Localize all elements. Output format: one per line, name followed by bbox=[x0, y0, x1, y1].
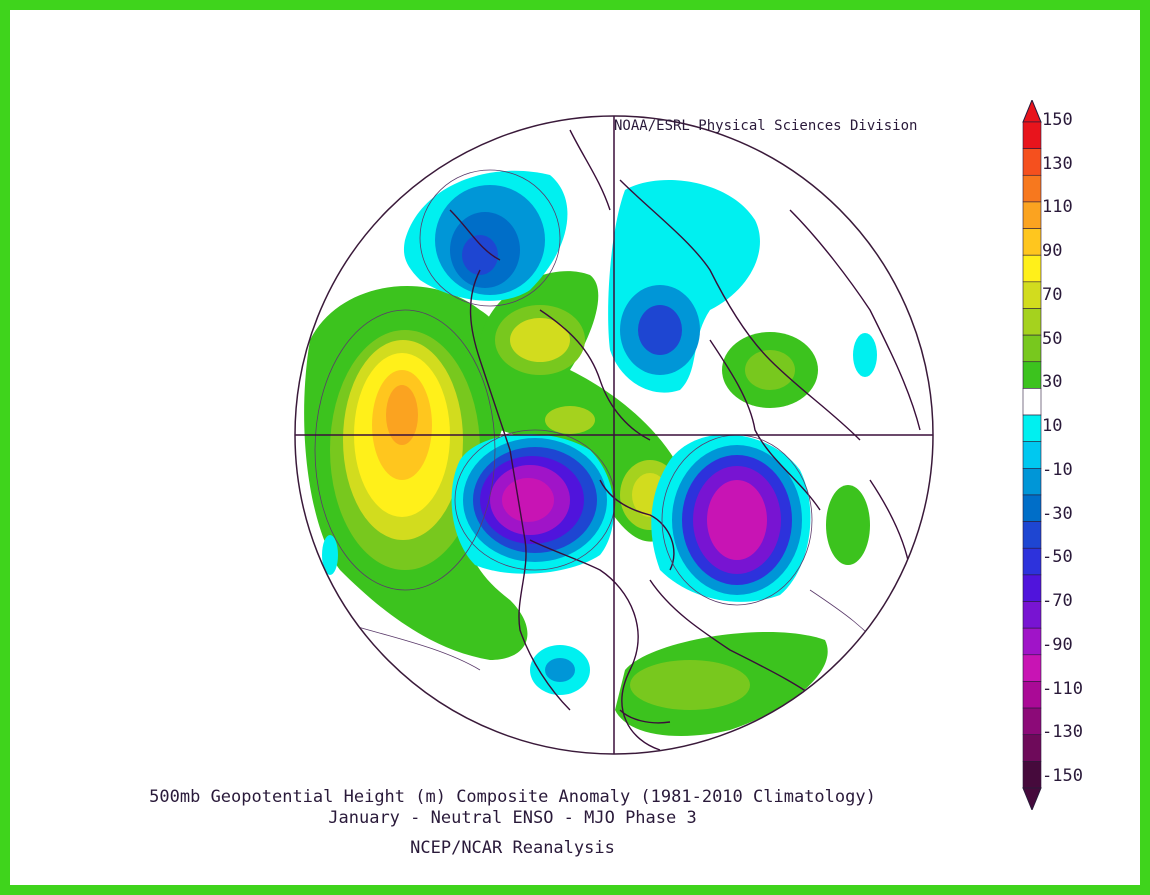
colorbar-tick-label: 10 bbox=[1042, 416, 1063, 437]
anomaly-arctic-low bbox=[608, 180, 760, 393]
colorbar-min-arrow bbox=[1022, 787, 1042, 810]
colorbar-tick-label: -110 bbox=[1042, 678, 1083, 699]
colorbar-tick-label: -130 bbox=[1042, 722, 1083, 743]
colorbar-swatch bbox=[1022, 174, 1042, 203]
colorbar bbox=[1022, 100, 1042, 810]
colorbar-swatch bbox=[1022, 201, 1042, 229]
colorbar-swatch bbox=[1022, 654, 1042, 682]
polar-map bbox=[294, 115, 934, 755]
colorbar-swatch bbox=[1022, 388, 1042, 416]
colorbar-swatch bbox=[1022, 681, 1042, 709]
coastlines bbox=[449, 129, 921, 751]
credit-text: NOAA/ESRL Physical Sciences Division bbox=[614, 118, 918, 134]
map-content bbox=[295, 116, 933, 754]
colorbar-swatch bbox=[1022, 254, 1042, 283]
colorbar-swatch bbox=[1022, 308, 1042, 336]
anomaly-europe-low bbox=[651, 434, 811, 602]
colorbar-max-arrow bbox=[1022, 100, 1042, 123]
title-line-1: 500mb Geopotential Height (m) Composite … bbox=[149, 787, 876, 807]
colorbar-tick-label: 30 bbox=[1042, 372, 1063, 393]
colorbar-swatch bbox=[1022, 334, 1042, 363]
colorbar-swatch bbox=[1022, 281, 1042, 309]
colorbar-swatch bbox=[1022, 361, 1042, 389]
colorbar-swatch bbox=[1022, 761, 1042, 789]
colorbar-swatch bbox=[1022, 627, 1042, 656]
anomaly-canada-low bbox=[451, 433, 614, 574]
colorbar-swatch bbox=[1022, 121, 1042, 149]
colorbar-swatch bbox=[1022, 574, 1042, 602]
colorbar-tick-label: 130 bbox=[1042, 153, 1073, 174]
colorbar-tick-label: 110 bbox=[1042, 197, 1073, 218]
colorbar-tick-label: 90 bbox=[1042, 241, 1063, 262]
anomaly-pacific-ridge bbox=[304, 286, 528, 660]
title-line-2: January - Neutral ENSO - MJO Phase 3 bbox=[328, 808, 697, 828]
colorbar-swatch bbox=[1022, 547, 1042, 576]
title-line-3: NCEP/NCAR Reanalysis bbox=[410, 838, 615, 858]
colorbar-tick-label: -10 bbox=[1042, 459, 1073, 480]
colorbar-tick-label: -50 bbox=[1042, 547, 1073, 568]
colorbar-swatch bbox=[1022, 148, 1042, 176]
colorbar-tick-label: 70 bbox=[1042, 284, 1063, 305]
colorbar-tick-label: 50 bbox=[1042, 328, 1063, 349]
map-border bbox=[294, 115, 934, 755]
colorbar-tick-label: -90 bbox=[1042, 634, 1073, 655]
figure-panel: NOAA/ESRL Physical Sciences Division 150… bbox=[10, 10, 1140, 885]
colorbar-tick-label: -70 bbox=[1042, 591, 1073, 612]
colorbar-swatch bbox=[1022, 707, 1042, 736]
colorbar-swatch bbox=[1022, 734, 1042, 762]
colorbar-tick-label: -150 bbox=[1042, 766, 1083, 786]
colorbar-swatch bbox=[1022, 228, 1042, 256]
colorbar-swatch bbox=[1022, 414, 1042, 442]
colorbar-tick-label: 150 bbox=[1042, 110, 1073, 130]
colorbar-swatch bbox=[1022, 468, 1042, 496]
anomaly-small-low-2 bbox=[853, 333, 877, 377]
colorbar-swatch bbox=[1022, 601, 1042, 629]
colorbar-swatch bbox=[1022, 494, 1042, 522]
colorbar-swatch bbox=[1022, 441, 1042, 469]
colorbar-swatch bbox=[1022, 521, 1042, 549]
anomaly-small-high-2 bbox=[826, 485, 870, 565]
colorbar-tick-label: -30 bbox=[1042, 503, 1073, 524]
